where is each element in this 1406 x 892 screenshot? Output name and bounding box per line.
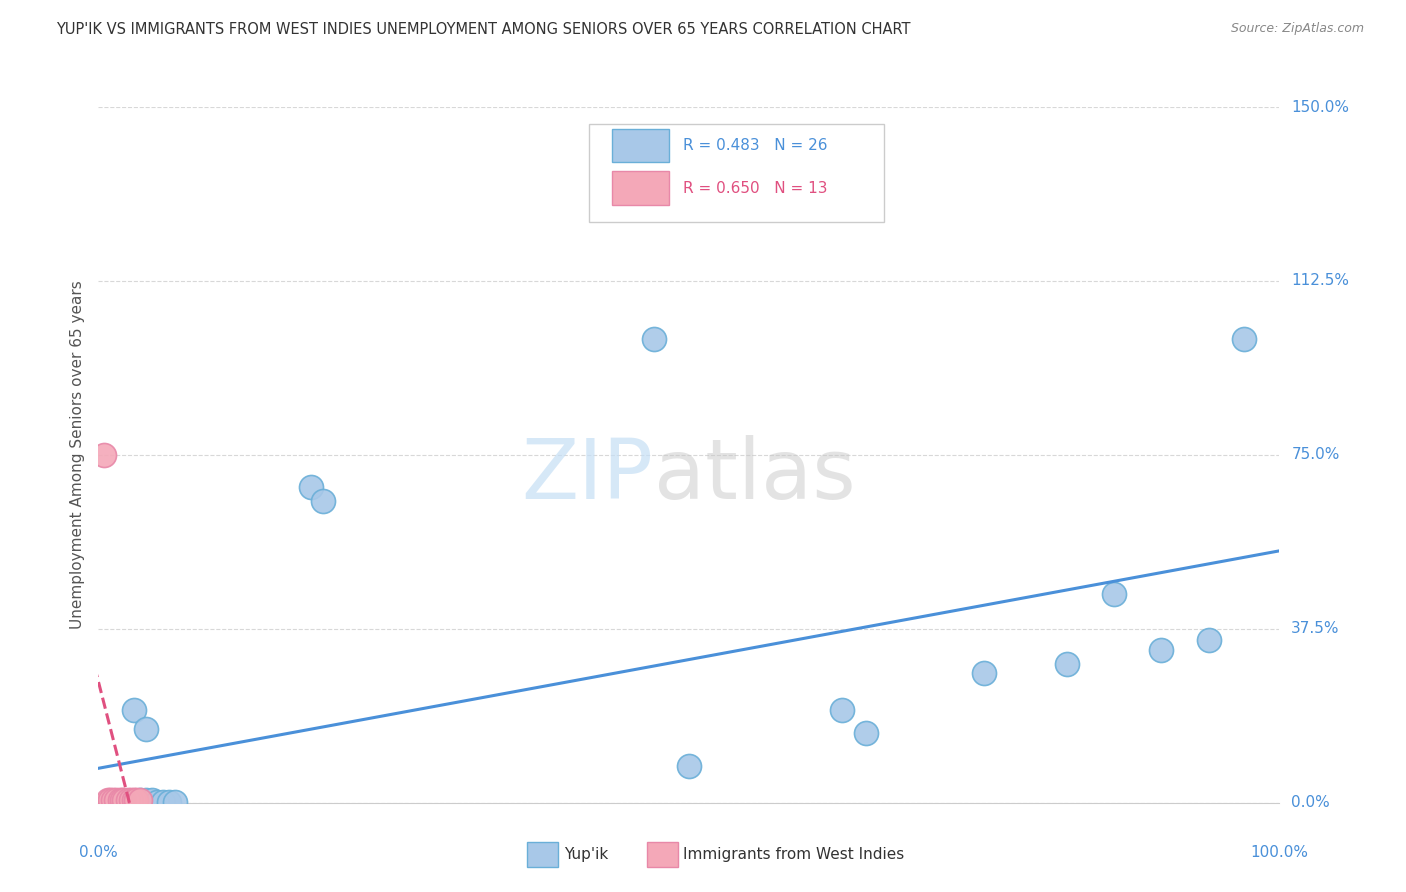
Text: 150.0%: 150.0% bbox=[1291, 100, 1350, 114]
Point bbox=[105, 793, 128, 807]
Point bbox=[643, 332, 665, 346]
Point bbox=[125, 793, 148, 807]
Text: R = 0.650   N = 13: R = 0.650 N = 13 bbox=[683, 180, 828, 195]
Point bbox=[146, 795, 169, 809]
Point bbox=[678, 758, 700, 772]
Text: atlas: atlas bbox=[654, 435, 855, 516]
Point bbox=[1233, 332, 1256, 346]
Text: 112.5%: 112.5% bbox=[1291, 274, 1350, 288]
Point bbox=[1056, 657, 1078, 671]
Point bbox=[855, 726, 877, 740]
Text: ZIP: ZIP bbox=[522, 435, 654, 516]
Point bbox=[1198, 633, 1220, 648]
Point bbox=[165, 795, 187, 809]
Text: Immigrants from West Indies: Immigrants from West Indies bbox=[683, 847, 904, 862]
Point bbox=[97, 793, 120, 807]
Text: 37.5%: 37.5% bbox=[1291, 622, 1340, 636]
Point bbox=[135, 793, 157, 807]
Point bbox=[117, 795, 139, 809]
Point bbox=[112, 793, 135, 807]
Point bbox=[111, 793, 134, 807]
Text: 100.0%: 100.0% bbox=[1250, 845, 1309, 860]
Point bbox=[101, 793, 124, 807]
Point bbox=[121, 793, 143, 807]
Point bbox=[831, 703, 853, 717]
FancyBboxPatch shape bbox=[589, 124, 884, 222]
Point bbox=[1150, 642, 1173, 657]
Text: R = 0.483   N = 26: R = 0.483 N = 26 bbox=[683, 138, 828, 153]
Point bbox=[128, 793, 150, 807]
Point bbox=[105, 795, 128, 809]
Text: YUP'IK VS IMMIGRANTS FROM WEST INDIES UNEMPLOYMENT AMONG SENIORS OVER 65 YEARS C: YUP'IK VS IMMIGRANTS FROM WEST INDIES UN… bbox=[56, 22, 911, 37]
Point bbox=[152, 795, 174, 809]
FancyBboxPatch shape bbox=[612, 171, 669, 205]
Point bbox=[141, 793, 163, 807]
Point bbox=[122, 793, 145, 807]
Text: 0.0%: 0.0% bbox=[79, 845, 118, 860]
Point bbox=[128, 793, 150, 807]
Text: 75.0%: 75.0% bbox=[1291, 448, 1340, 462]
Text: 0.0%: 0.0% bbox=[1291, 796, 1330, 810]
Y-axis label: Unemployment Among Seniors over 65 years: Unemployment Among Seniors over 65 years bbox=[70, 281, 86, 629]
Point bbox=[111, 795, 134, 809]
Point bbox=[122, 795, 145, 809]
Point bbox=[98, 793, 121, 807]
Point bbox=[312, 494, 335, 508]
Point bbox=[117, 793, 139, 807]
Text: Yup'ik: Yup'ik bbox=[564, 847, 607, 862]
Point bbox=[135, 722, 157, 736]
Point bbox=[122, 703, 145, 717]
Point bbox=[98, 795, 121, 809]
Point bbox=[299, 480, 322, 494]
Point bbox=[93, 448, 115, 462]
FancyBboxPatch shape bbox=[612, 128, 669, 162]
Point bbox=[1102, 587, 1125, 601]
Point bbox=[157, 795, 180, 809]
Point bbox=[108, 793, 131, 807]
Point bbox=[973, 665, 995, 680]
Text: Source: ZipAtlas.com: Source: ZipAtlas.com bbox=[1230, 22, 1364, 36]
